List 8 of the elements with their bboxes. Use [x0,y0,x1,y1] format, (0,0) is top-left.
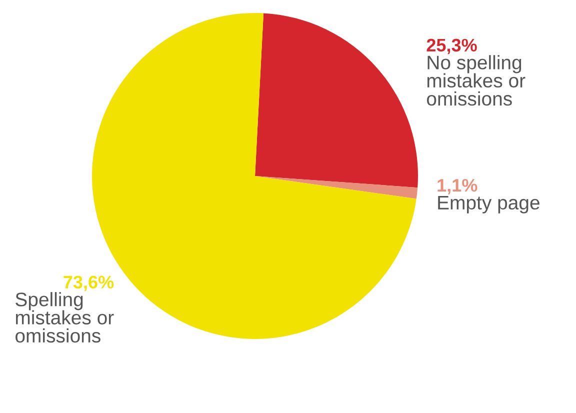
data-label: 25,3% [426,38,477,54]
slice-label: Spelling mistakes or omissions [16,292,114,343]
slice-label: No spelling mistakes or omissions [426,55,526,106]
slice-label: Empty page [438,196,540,214]
pie-slice [255,13,418,188]
data-label: 1,1% [438,178,478,194]
data-label: 73,6% [64,276,114,292]
pie-slice [255,176,418,199]
